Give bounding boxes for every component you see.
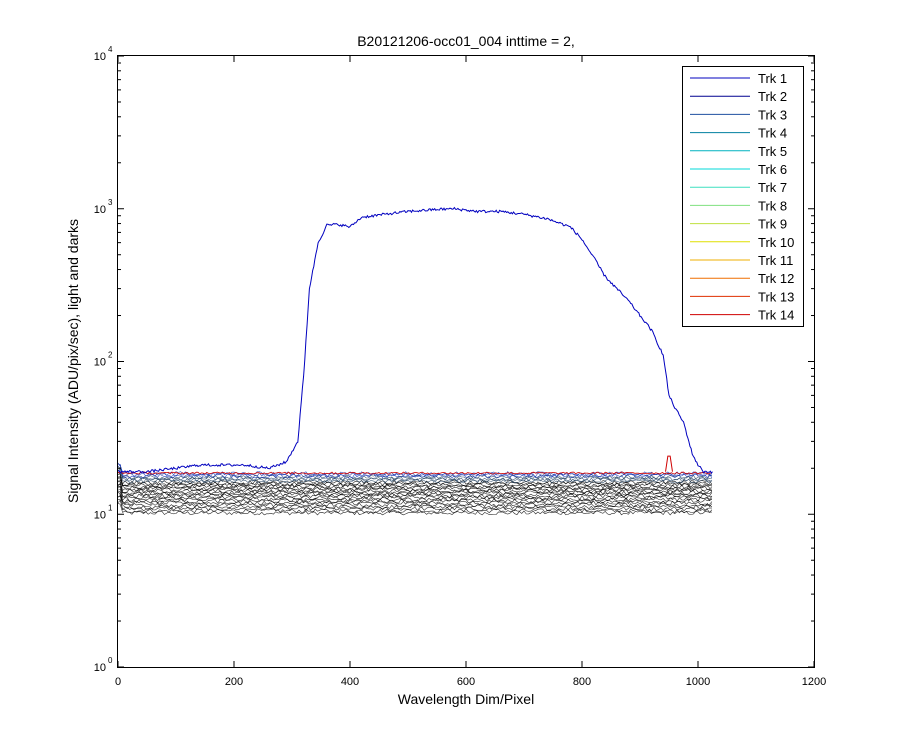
- legend-label: Trk 8: [758, 198, 787, 213]
- legend-box: [682, 66, 804, 327]
- dark-trace: [117, 472, 713, 485]
- legend-label: Trk 4: [758, 126, 787, 141]
- legend-label: Trk 7: [758, 180, 787, 195]
- spike-peak: [665, 455, 673, 472]
- y-tick-label-exponent: 3: [108, 198, 113, 207]
- dark-trace: [117, 480, 712, 494]
- legend-label: Trk 13: [758, 289, 794, 304]
- dark-trace: [117, 486, 712, 499]
- x-axis-ticks: 0 200 400 600 800 1000 1200: [115, 56, 826, 688]
- legend-label: Trk 5: [758, 144, 787, 159]
- y-tick-label-base: 10: [94, 51, 106, 63]
- dark-trace: [117, 499, 713, 514]
- x-tick-label: 200: [225, 676, 243, 688]
- dark-trace: [117, 462, 712, 476]
- dark-trace: [118, 499, 712, 512]
- x-tick-label: 0: [115, 676, 121, 688]
- x-axis-label: Wavelength Dim/Pixel: [398, 691, 534, 707]
- dark-trace-top: [117, 471, 712, 475]
- y-tick-label-exponent: 0: [108, 656, 113, 665]
- dark-trace: [117, 502, 712, 516]
- dark-trace: [117, 483, 713, 497]
- dark-trace: [117, 479, 713, 492]
- legend-label: Trk 2: [758, 89, 787, 104]
- y-tick-label-base: 10: [94, 509, 106, 521]
- x-tick-label: 800: [573, 676, 591, 688]
- dark-trace: [117, 483, 713, 496]
- dark-trace: [117, 491, 713, 506]
- y-tick-label-exponent: 2: [108, 351, 113, 360]
- series-layer: [117, 206, 713, 474]
- legend-label: Trk 1: [758, 71, 787, 86]
- dark-trace: [117, 494, 713, 508]
- legend-label: Trk 14: [758, 308, 794, 323]
- series-line-signal: [117, 206, 713, 474]
- legend-label: Trk 12: [758, 271, 794, 286]
- y-axis-label: Signal Intensity (ADU/pix/sec), light an…: [65, 219, 81, 503]
- dark-trace: [117, 486, 713, 501]
- dark-trace: [117, 478, 712, 491]
- legend-label: Trk 6: [758, 162, 787, 177]
- dark-trace: [117, 490, 713, 504]
- y-tick-label-base: 10: [94, 204, 106, 216]
- chart-title: B20121206-occ01_004 inttime = 2,: [357, 33, 575, 49]
- legend-label: Trk 9: [758, 217, 787, 232]
- x-tick-label: 1000: [686, 676, 710, 688]
- dark-trace: [117, 464, 713, 479]
- legend-label: Trk 3: [758, 107, 787, 122]
- y-tick-label-base: 10: [94, 662, 106, 674]
- dark-band: [117, 462, 713, 516]
- dark-trace: [117, 466, 712, 481]
- legend-label: Trk 10: [758, 235, 794, 250]
- y-tick-label-exponent: 1: [108, 503, 113, 512]
- x-tick-label: 600: [457, 676, 475, 688]
- y-tick-label-exponent: 4: [108, 45, 113, 54]
- plot-frame: [117, 55, 815, 668]
- y-tick-label-base: 10: [94, 357, 106, 369]
- dark-trace: [117, 476, 713, 488]
- x-tick-label: 400: [341, 676, 359, 688]
- legend-label: Trk 11: [758, 253, 793, 268]
- legend: Trk 1 Trk 2 Trk 3 Trk 4 Trk 5 Trk 6 Trk 7 Trk 8…: [682, 66, 804, 327]
- x-tick-label: 1200: [802, 676, 826, 688]
- dark-trace: [117, 496, 713, 510]
